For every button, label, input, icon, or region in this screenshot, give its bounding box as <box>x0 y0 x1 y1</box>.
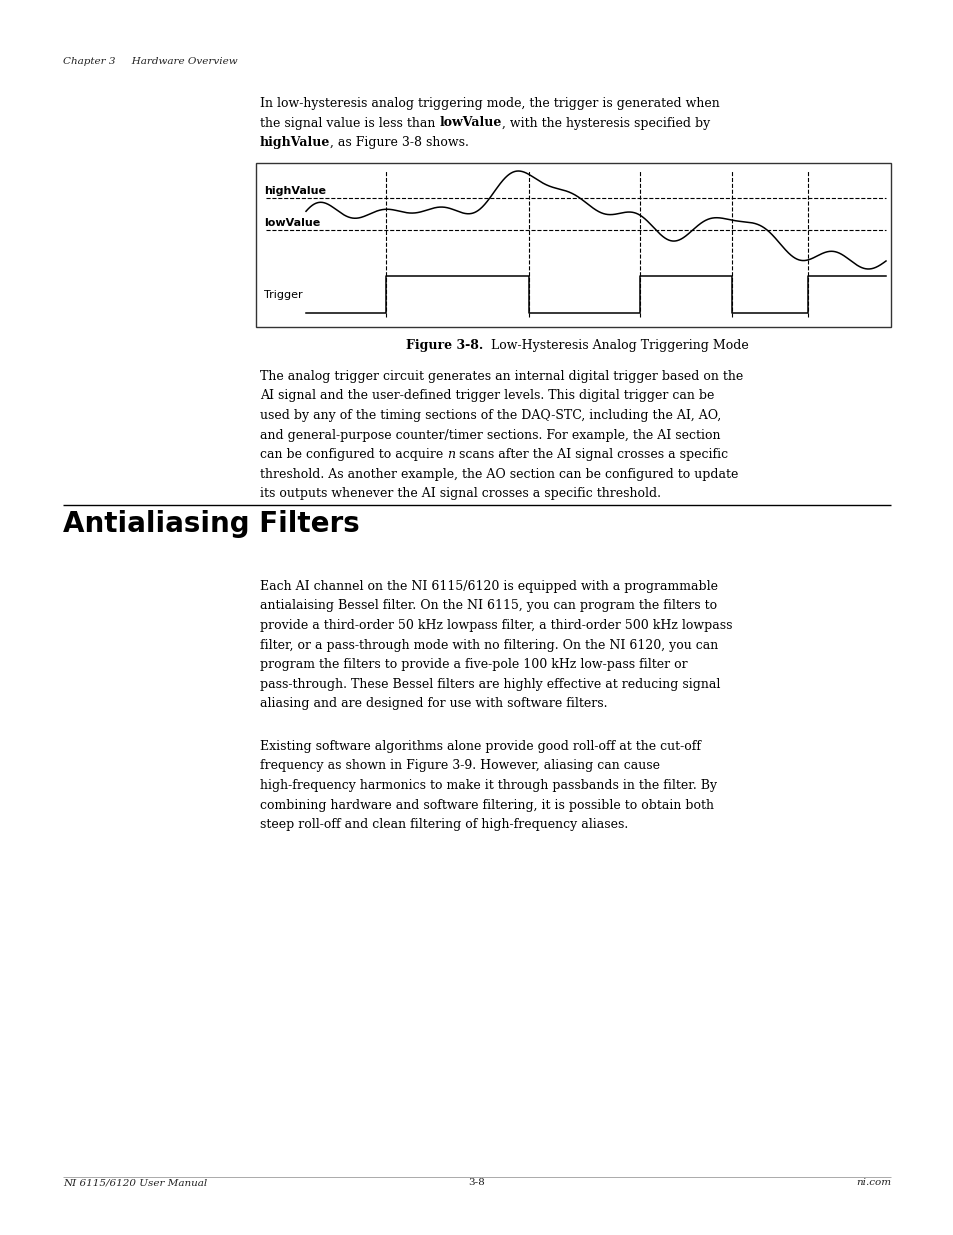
Bar <box>255 163 890 327</box>
Text: The analog trigger circuit generates an internal digital trigger based on the: The analog trigger circuit generates an … <box>260 370 742 383</box>
Text: program the filters to provide a five-pole 100 kHz low-pass filter or: program the filters to provide a five-po… <box>260 658 687 671</box>
Text: Antialiasing Filters: Antialiasing Filters <box>63 510 359 538</box>
Text: the signal value is less than: the signal value is less than <box>260 116 439 130</box>
Text: AI signal and the user-defined trigger levels. This digital trigger can be: AI signal and the user-defined trigger l… <box>260 389 714 403</box>
Text: n: n <box>447 448 455 461</box>
Text: its outputs whenever the AI signal crosses a specific threshold.: its outputs whenever the AI signal cross… <box>260 487 660 500</box>
Text: pass-through. These Bessel filters are highly effective at reducing signal: pass-through. These Bessel filters are h… <box>260 678 720 690</box>
Text: In low-hysteresis analog triggering mode, the trigger is generated when: In low-hysteresis analog triggering mode… <box>260 98 719 110</box>
Text: can be configured to acquire: can be configured to acquire <box>260 448 447 461</box>
Text: steep roll-off and clean filtering of high-frequency aliases.: steep roll-off and clean filtering of hi… <box>260 818 628 831</box>
Text: antialaising Bessel filter. On the NI 6115, you can program the filters to: antialaising Bessel filter. On the NI 61… <box>260 599 717 613</box>
Text: threshold. As another example, the AO section can be configured to update: threshold. As another example, the AO se… <box>260 468 738 480</box>
Text: , as Figure 3-8 shows.: , as Figure 3-8 shows. <box>330 136 469 149</box>
Text: 3-8: 3-8 <box>468 1178 485 1187</box>
Text: Low-Hysteresis Analog Triggering Mode: Low-Hysteresis Analog Triggering Mode <box>482 338 748 352</box>
Text: highValue: highValue <box>264 186 326 196</box>
Text: used by any of the timing sections of the DAQ-STC, including the AI, AO,: used by any of the timing sections of th… <box>260 409 720 422</box>
Text: , with the hysteresis specified by: , with the hysteresis specified by <box>501 116 709 130</box>
Text: frequency as shown in Figure 3-9. However, aliasing can cause: frequency as shown in Figure 3-9. Howeve… <box>260 760 659 773</box>
Text: provide a third-order 50 kHz lowpass filter, a third-order 500 kHz lowpass: provide a third-order 50 kHz lowpass fil… <box>260 619 732 632</box>
Text: ni.com: ni.com <box>855 1178 890 1187</box>
Text: Chapter 3     Hardware Overview: Chapter 3 Hardware Overview <box>63 57 237 65</box>
Text: NI 6115/6120 User Manual: NI 6115/6120 User Manual <box>63 1178 207 1187</box>
Text: lowValue: lowValue <box>439 116 501 130</box>
Text: Each AI channel on the NI 6115/6120 is equipped with a programmable: Each AI channel on the NI 6115/6120 is e… <box>260 580 718 593</box>
Text: Figure 3-8.: Figure 3-8. <box>405 338 482 352</box>
Text: aliasing and are designed for use with software filters.: aliasing and are designed for use with s… <box>260 697 607 710</box>
Text: Existing software algorithms alone provide good roll-off at the cut-off: Existing software algorithms alone provi… <box>260 740 700 753</box>
Text: Trigger: Trigger <box>264 290 302 300</box>
Text: high-frequency harmonics to make it through passbands in the filter. By: high-frequency harmonics to make it thro… <box>260 779 717 792</box>
Text: scans after the AI signal crosses a specific: scans after the AI signal crosses a spec… <box>455 448 727 461</box>
Text: combining hardware and software filtering, it is possible to obtain both: combining hardware and software filterin… <box>260 799 713 811</box>
Text: lowValue: lowValue <box>264 217 320 227</box>
Text: and general-purpose counter/timer sections. For example, the AI section: and general-purpose counter/timer sectio… <box>260 429 720 441</box>
Text: filter, or a pass-through mode with no filtering. On the NI 6120, you can: filter, or a pass-through mode with no f… <box>260 638 718 652</box>
Text: highValue: highValue <box>260 136 330 149</box>
